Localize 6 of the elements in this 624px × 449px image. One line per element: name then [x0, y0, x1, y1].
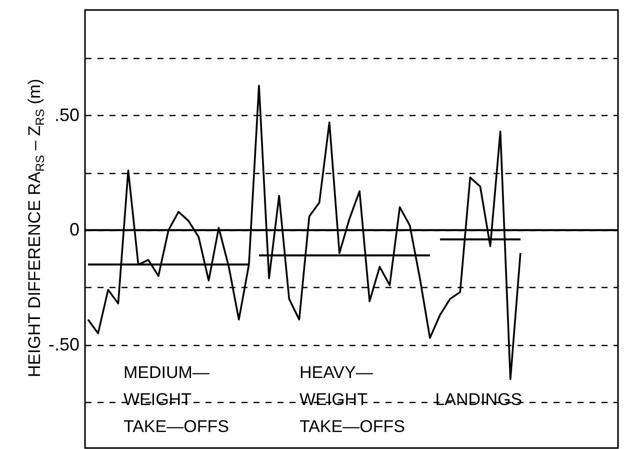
annotation: HEAVY— WEIGHT TAKE—OFFS [299, 363, 405, 436]
y-tick-label: 0 [69, 220, 80, 240]
y-tick-label: .50 [54, 104, 80, 125]
annotation: MEDIUM— WEIGHT TAKE—OFFS [123, 363, 229, 436]
annotation: LANDINGS [435, 390, 522, 409]
y-tick-label: -.50 [48, 334, 80, 354]
